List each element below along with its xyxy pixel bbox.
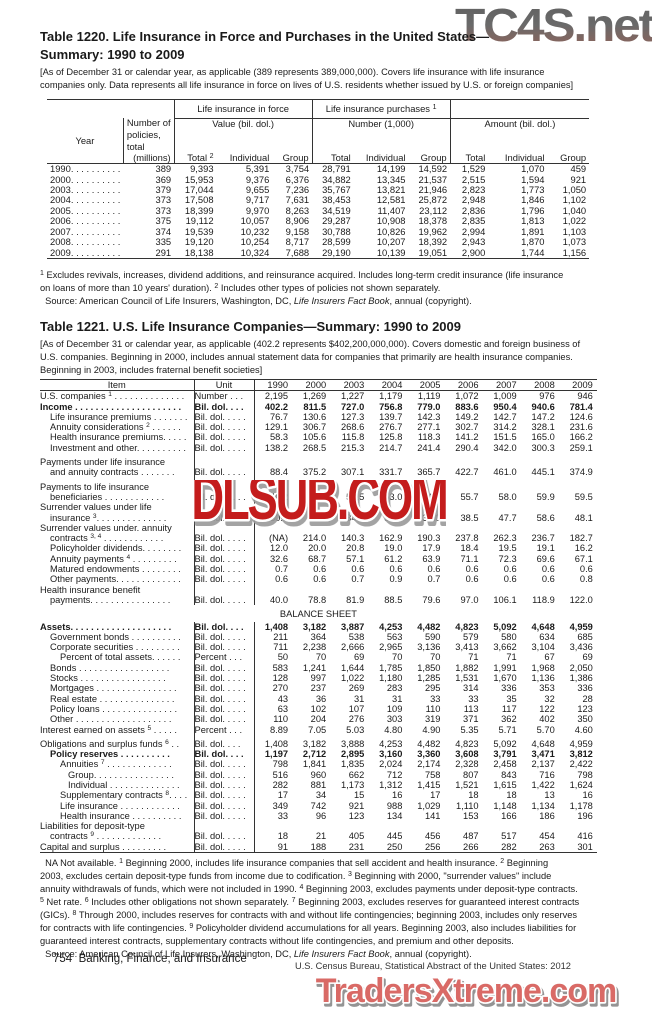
svg-text:TradersXtreme.com: TradersXtreme.com — [316, 972, 617, 1010]
svg-text:DLSUB.COM: DLSUB.COM — [192, 480, 446, 528]
